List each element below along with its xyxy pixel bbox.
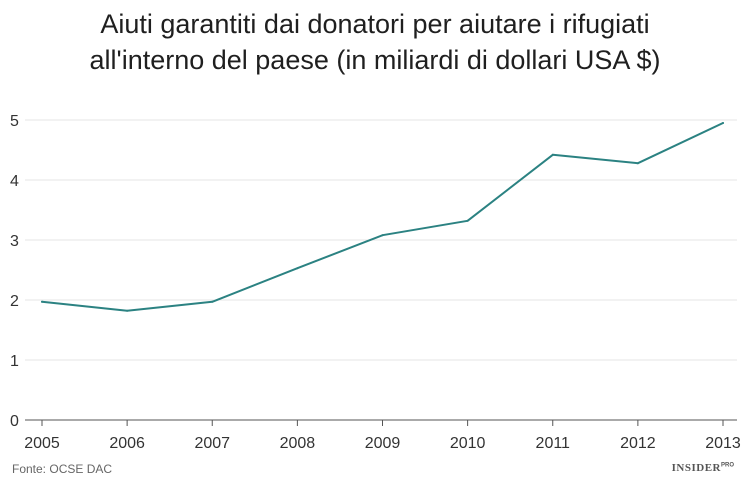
y-tick-label: 4 [10,173,19,190]
chart-title-line-2: all'interno del paese (in miliardi di do… [89,45,661,75]
chart-title: Aiuti garantiti dai donatori per aiutare… [0,6,750,78]
series-line-0 [41,122,724,312]
y-tick-label: 2 [10,293,19,310]
x-tick-label: 2009 [365,435,401,452]
x-tick-label: 2013 [705,435,741,452]
x-tick-label: 2012 [620,435,656,452]
data-point [381,234,384,237]
y-tick-label: 5 [10,113,19,130]
data-point [466,219,469,222]
x-tick-label: 2010 [450,435,486,452]
chart-title-line-1: Aiuti garantiti dai donatori per aiutare… [100,9,650,39]
y-tick-label: 1 [10,353,19,370]
data-point [211,300,214,303]
x-tick-label: 2007 [194,435,230,452]
source-note: Fonte: OCSE DAC [12,462,113,476]
x-tick-label: 2005 [24,435,60,452]
x-tick-label: 2008 [280,435,316,452]
data-point [722,122,724,124]
data-point [41,300,43,303]
x-tick-label: 2011 [536,435,571,452]
y-tick-label: 0 [10,413,19,430]
data-point [551,153,554,156]
y-tick-label: 3 [10,233,19,250]
x-tick-label: 2006 [109,435,145,452]
data-point [636,162,639,165]
data-point [126,309,129,312]
insider-pro-logo: INSIDERPRO [671,462,734,474]
data-point [296,267,299,270]
